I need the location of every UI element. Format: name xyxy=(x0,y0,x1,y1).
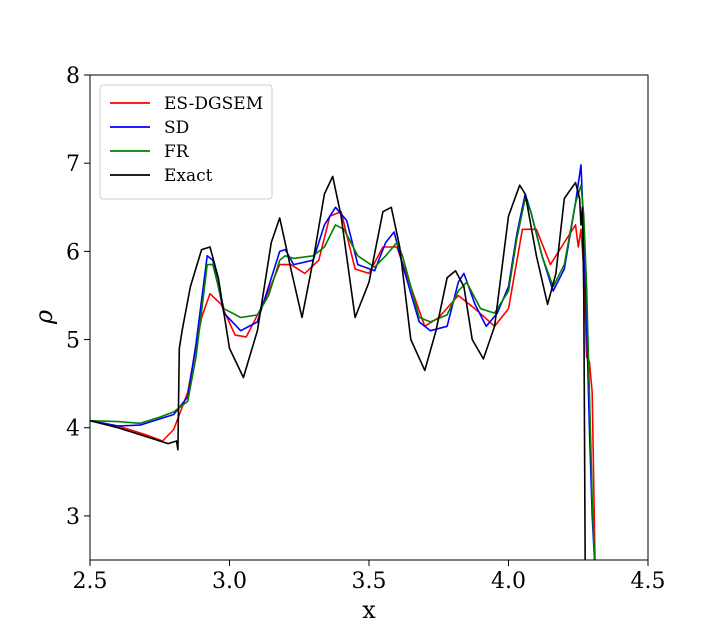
x-tick-label: 3.5 xyxy=(352,569,387,594)
series-line-fr xyxy=(90,184,596,560)
y-tick-label: 8 xyxy=(66,64,80,89)
series-layer xyxy=(90,164,596,560)
x-tick-label: 4.0 xyxy=(491,569,526,594)
x-tick-label: 4.5 xyxy=(631,569,666,594)
legend-label: ES-DGSEM xyxy=(164,94,263,114)
y-tick-label: 3 xyxy=(66,505,80,530)
y-tick-label: 4 xyxy=(66,417,80,442)
series-line-exact xyxy=(90,175,586,560)
legend-label: FR xyxy=(164,142,190,162)
series-line-sd xyxy=(90,164,596,560)
x-axis-label: x xyxy=(362,596,376,624)
y-axis-label: ρ xyxy=(30,310,58,325)
legend-label: SD xyxy=(164,118,189,138)
x-tick-label: 2.5 xyxy=(73,569,108,594)
legend-label: Exact xyxy=(164,166,213,186)
legend: ES-DGSEM SD FR Exact xyxy=(99,84,273,200)
y-tick-label: 6 xyxy=(66,240,80,265)
x-tick-label: 3.0 xyxy=(212,569,247,594)
y-tick-label: 7 xyxy=(66,152,80,177)
series-line-es-dgsem xyxy=(90,210,596,560)
ticks-layer: 2.5 3.0 3.5 4.0 4.5 3 4 5 6 7 8 xyxy=(66,64,666,594)
legend-box xyxy=(99,84,273,200)
y-tick-label: 5 xyxy=(66,329,80,354)
